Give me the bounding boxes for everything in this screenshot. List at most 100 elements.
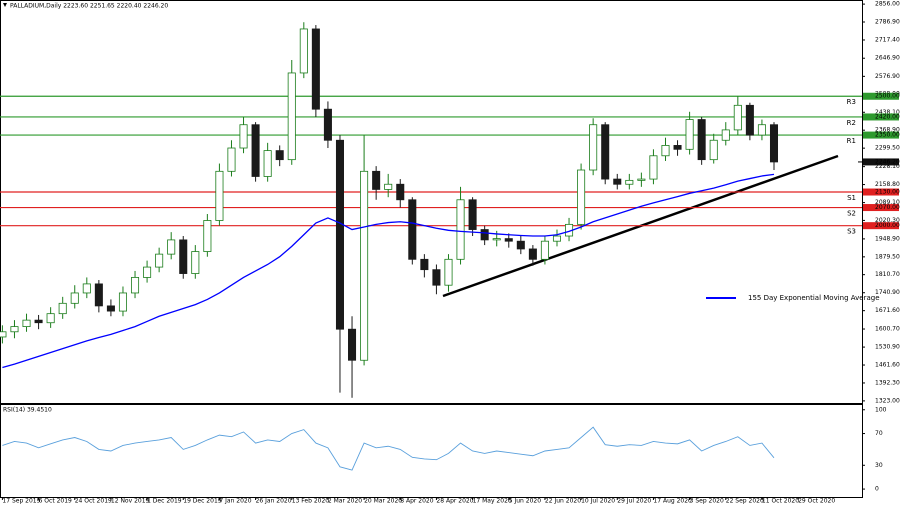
candle-body [637, 178, 646, 181]
candle-body [360, 170, 369, 361]
y-tick-label: 1671.60 [875, 307, 900, 314]
candle-body [408, 199, 417, 260]
candle-body [106, 305, 115, 312]
x-tick-label: 17 Aug 2020 [653, 498, 692, 505]
y-tick-label: 1740.90 [875, 289, 900, 296]
y-tick-label: 1879.50 [875, 253, 900, 260]
candle-body [118, 292, 127, 312]
candle-body [504, 238, 513, 242]
x-tick-label: 22 Jun 2020 [545, 498, 581, 505]
candle-body [420, 258, 429, 271]
candle-body [179, 239, 188, 274]
candle-body [601, 124, 610, 180]
candle-body [552, 235, 562, 242]
candle-body [528, 248, 537, 260]
y-tick-label: 2646.90 [875, 55, 900, 62]
y-tick-label: 1810.70 [875, 271, 900, 278]
candle-body [372, 170, 381, 190]
candle-body [34, 319, 43, 324]
x-tick-label: 17 Sep 2019 [2, 498, 40, 505]
y-tick-label: 2786.90 [875, 18, 900, 25]
candle-body [227, 147, 236, 172]
y-tick-label: 2089.10 [875, 199, 900, 206]
candle-body [625, 179, 634, 185]
candle-body [167, 239, 176, 255]
y-tick-label: 1461.60 [875, 362, 900, 369]
y-tick-label: 2228.10 [875, 163, 900, 170]
candle-body [335, 139, 344, 330]
level-price-label: 2130.00 [875, 189, 900, 196]
price-pane [0, 0, 863, 404]
level-name: S2 [847, 210, 856, 218]
candle-body [456, 199, 465, 260]
y-tick-label: 2368.90 [875, 127, 900, 134]
y-tick-label: 1530.90 [875, 344, 900, 351]
candle-body [709, 139, 718, 161]
candle-body [0, 331, 7, 338]
legend-label: 155 Day Exponential Moving Average [748, 294, 880, 302]
candle-body [733, 104, 742, 131]
x-tick-label: 5 Jun 2020 [509, 498, 541, 505]
candle-body [10, 326, 19, 333]
candle-body [311, 28, 320, 110]
x-tick-label: 8 Apr 2020 [400, 498, 433, 505]
candle-body [22, 319, 31, 328]
candle-body [540, 240, 549, 260]
candle-body [757, 124, 766, 136]
candle-body [745, 104, 754, 136]
x-tick-label: 17 May 2020 [473, 498, 512, 505]
y-tick-label: 2717.40 [875, 36, 900, 43]
rsi-tick-label: 100 [875, 406, 887, 413]
last-price-label: 2246.20 [875, 158, 900, 165]
candle-body [299, 28, 308, 74]
candle-body [577, 169, 586, 225]
candle-body [239, 124, 248, 149]
candle-body [480, 229, 489, 241]
y-tick-label: 2438.10 [875, 109, 900, 116]
level-price-box [863, 92, 899, 100]
candle-body [82, 283, 91, 294]
candle-body [251, 124, 260, 177]
candle-body [46, 313, 55, 324]
y-tick-label: 1948.90 [875, 235, 900, 242]
candle-body [287, 72, 296, 161]
level-price-label: 2000.00 [875, 222, 900, 229]
candle-body [203, 220, 212, 252]
title-icon [3, 3, 7, 7]
candle-body [432, 269, 441, 286]
x-tick-label: 22 Sep 2020 [726, 498, 764, 505]
candle-body [697, 119, 706, 161]
candle-body [613, 178, 622, 185]
candle-body [155, 253, 164, 268]
x-tick-label: 11 Oct 2020 [762, 498, 799, 505]
level-price-label: 2420.00 [875, 113, 900, 120]
candle-body [323, 108, 332, 141]
level-name: S3 [847, 228, 856, 236]
x-tick-label: 26 Jan 2020 [256, 498, 292, 505]
candle-body [492, 238, 501, 241]
level-price-label: 2350.00 [875, 132, 900, 139]
x-tick-label: 7 Jan 2020 [219, 498, 251, 505]
candle-body [468, 199, 477, 230]
candle-body [721, 129, 730, 141]
level-name: R3 [847, 98, 856, 106]
x-tick-label: 10 Jul 2020 [581, 498, 615, 505]
candle-body [263, 150, 272, 177]
y-tick-label: 2158.80 [875, 181, 900, 188]
candle-body [769, 124, 779, 163]
x-tick-label: 1 Dec 2019 [147, 498, 182, 505]
level-price-box [863, 188, 899, 196]
candle-body [58, 302, 67, 315]
y-tick-label: 1600.70 [875, 326, 900, 333]
candle-body [348, 328, 357, 361]
candle-body [143, 266, 152, 278]
y-tick-label: 1323.00 [875, 397, 900, 404]
rsi-pane [0, 404, 863, 498]
x-tick-label: 24 Oct 2019 [75, 498, 112, 505]
rsi-tick-label: 0 [875, 486, 879, 493]
x-tick-label: 29 Jul 2020 [617, 498, 651, 505]
candle-body [215, 170, 224, 221]
candle-body [444, 258, 453, 286]
y-tick-label: 2299.50 [875, 145, 900, 152]
